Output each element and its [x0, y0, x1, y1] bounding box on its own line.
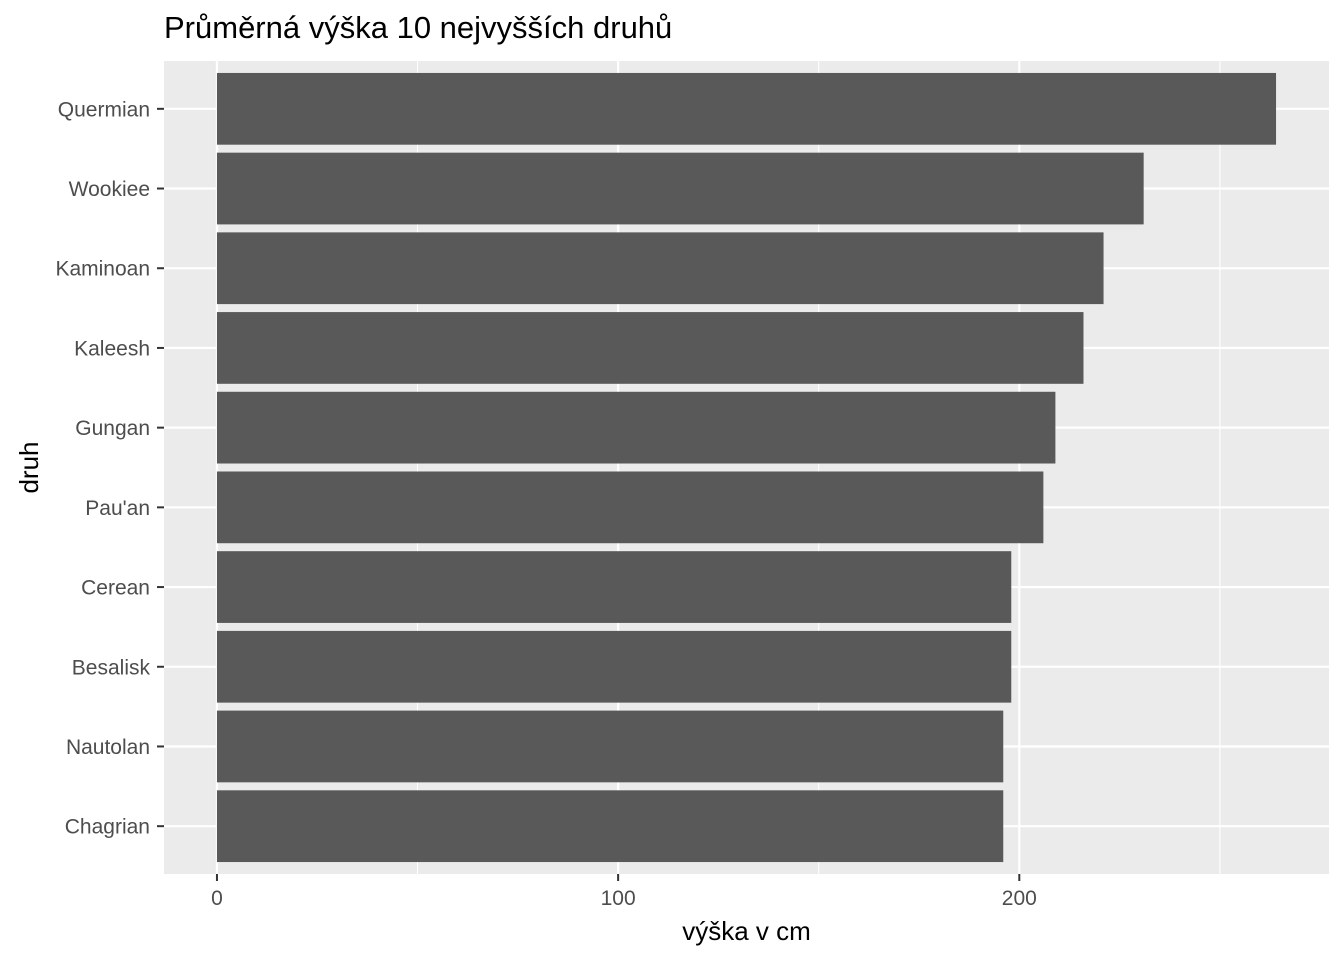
- y-tick-label: Kaminoan: [55, 258, 150, 281]
- bars: [216, 72, 1277, 863]
- chart-title: Průměrná výška 10 nejvyšších druhů: [164, 10, 673, 45]
- bar-kaleesh: [216, 312, 1084, 384]
- bar-kaminoan: [216, 232, 1104, 305]
- bar-wookiee: [216, 152, 1144, 225]
- x-tick-label: 0: [211, 887, 223, 910]
- bar-quermian: [216, 72, 1277, 145]
- bar-nautolan: [216, 710, 1004, 783]
- y-tick-label: Wookiee: [69, 178, 150, 201]
- bar-pau-an: [216, 471, 1044, 544]
- y-tick-label: Nautolan: [66, 736, 150, 759]
- y-tick-label: Kaleesh: [74, 337, 150, 360]
- y-axis: Quermian Wookiee Kaminoan Kaleesh Gungan Pau'…: [55, 98, 164, 839]
- bar-cerean: [216, 551, 1012, 623]
- x-tick-label: 100: [601, 887, 636, 910]
- bar-gungan: [216, 391, 1056, 464]
- x-axis: 0 100 200: [211, 874, 1037, 910]
- y-tick-label: Quermian: [58, 98, 150, 121]
- x-tick-label: 200: [1002, 887, 1037, 910]
- y-axis-title: druh: [14, 441, 44, 493]
- y-tick-label: Chagrian: [65, 816, 150, 839]
- x-axis-title: výška v cm: [682, 916, 811, 946]
- y-tick-label: Gungan: [75, 417, 150, 440]
- bar-chagrian: [216, 790, 1004, 863]
- y-tick-label: Cerean: [81, 577, 150, 600]
- y-tick-label: Besalisk: [72, 656, 151, 679]
- y-tick-label: Pau'an: [85, 497, 150, 520]
- bar-besalisk: [216, 630, 1012, 703]
